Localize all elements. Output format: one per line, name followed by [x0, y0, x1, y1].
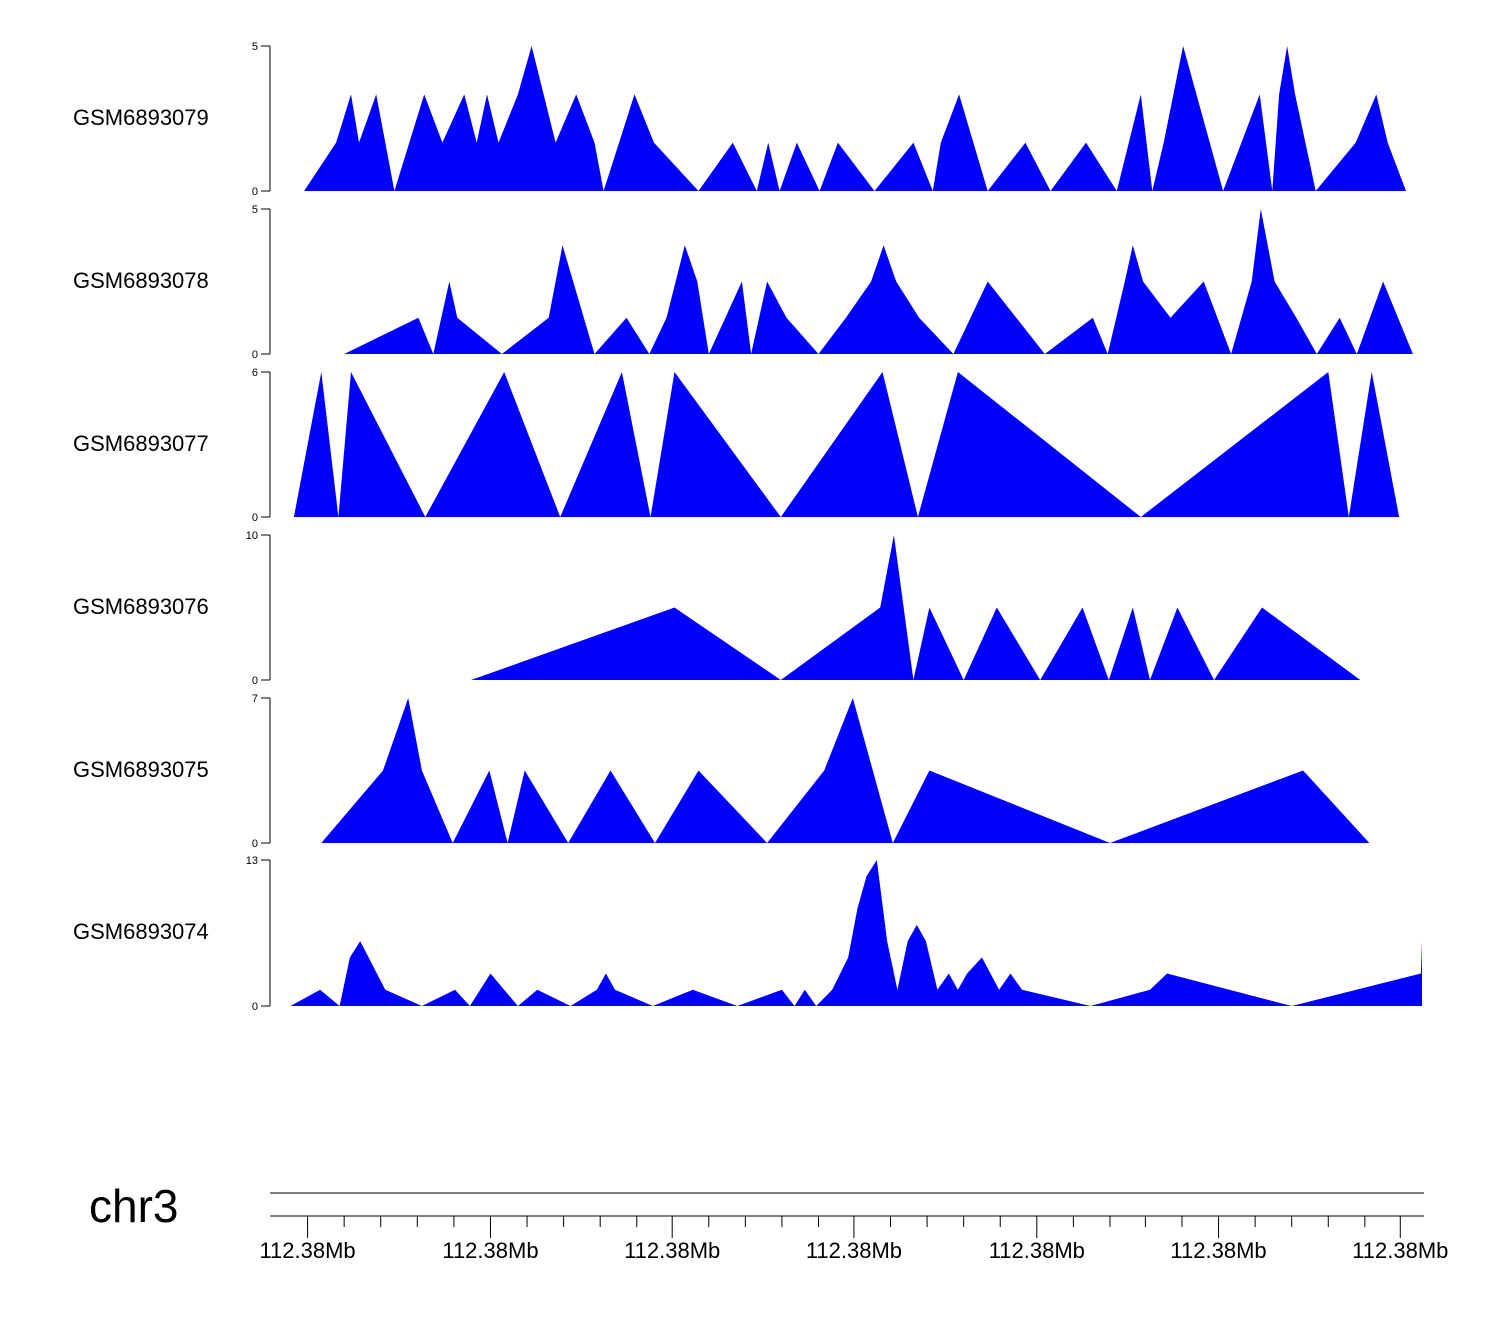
y-tick-label: 0 [252, 675, 258, 687]
genome-axis: chr3 112.38Mb 112.38Mb 112.38Mb 112.38Mb 112… [89, 1180, 1448, 1263]
coverage-area [344, 209, 1413, 354]
y-tick-label: 13 [246, 855, 258, 867]
data-tracks: GSM689307950GSM689307850GSM689307760GSM6… [73, 41, 1422, 1013]
y-tick-label: 0 [252, 349, 258, 361]
position-label: 112.38Mb [259, 1238, 355, 1263]
track-GSM6893074: GSM6893074 13 0 [73, 855, 1422, 1013]
position-label: 112.38Mb [1170, 1238, 1266, 1263]
track-GSM6893078: GSM6893078 5 0 [73, 204, 1413, 361]
track-GSM6893077: GSM6893077 6 0 [73, 367, 1400, 524]
track-GSM6893075: GSM6893075 7 0 [73, 693, 1370, 850]
track-label: GSM6893079 [73, 105, 209, 130]
coverage-area [293, 372, 1400, 517]
y-tick-label: 0 [252, 512, 258, 524]
coverage-area [321, 698, 1370, 843]
track-label: GSM6893074 [73, 919, 209, 944]
track-label: GSM6893076 [73, 594, 209, 619]
position-label: 112.38Mb [1352, 1238, 1448, 1263]
y-tick-label: 5 [252, 41, 258, 53]
position-label: 112.38Mb [806, 1238, 902, 1263]
track-GSM6893076: GSM6893076 10 0 [73, 530, 1361, 687]
track-GSM6893079: GSM6893079 5 0 [73, 41, 1407, 198]
track-label: GSM6893077 [73, 431, 209, 456]
y-tick-label: 0 [252, 186, 258, 198]
y-tick-label: 5 [252, 204, 258, 216]
coverage-area [304, 46, 1407, 191]
track-label: GSM6893075 [73, 757, 209, 782]
y-tick-label: 6 [252, 367, 258, 379]
y-tick-label: 0 [252, 1001, 258, 1013]
position-label: 112.38Mb [442, 1238, 538, 1263]
y-tick-label: 0 [252, 838, 258, 850]
position-label: 112.38Mb [624, 1238, 720, 1263]
y-tick-label: 10 [246, 530, 258, 542]
position-label: 112.38Mb [989, 1238, 1085, 1263]
coverage-area [290, 860, 1422, 1006]
track-label: GSM6893078 [73, 268, 209, 293]
y-tick-label: 7 [252, 693, 258, 705]
coverage-area [471, 535, 1361, 680]
chromosome-label: chr3 [89, 1180, 178, 1232]
